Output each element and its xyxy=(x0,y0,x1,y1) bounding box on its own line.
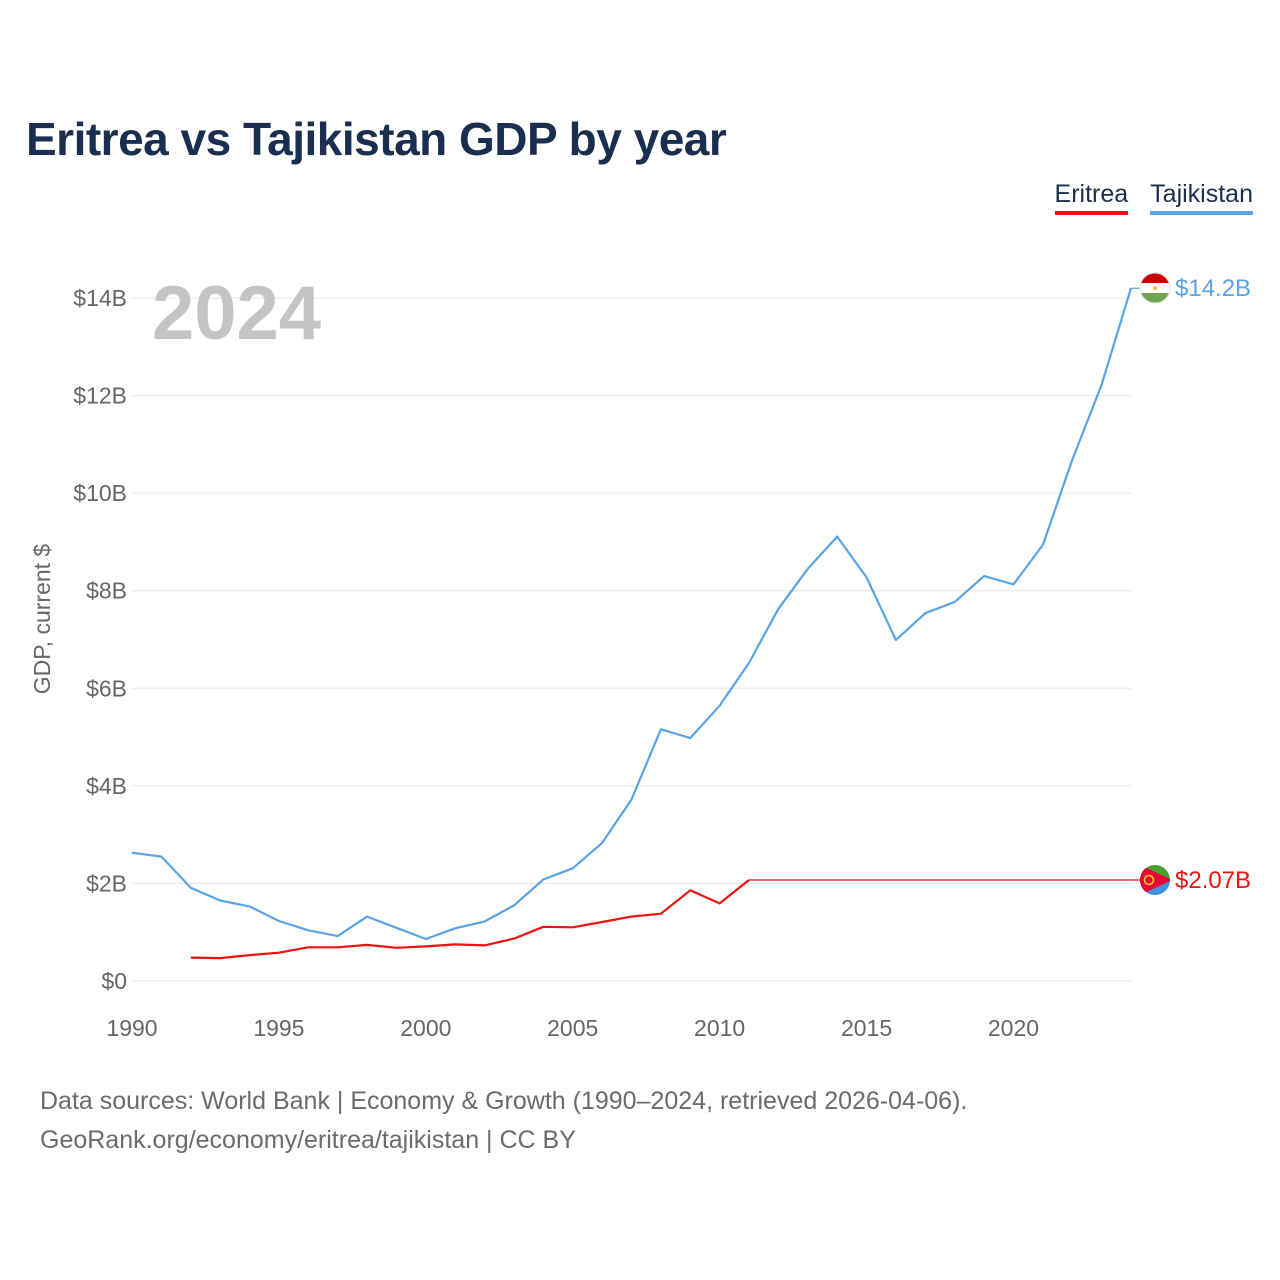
data-sources-text: Data sources: World Bank | Economy & Gro… xyxy=(40,1087,968,1115)
y-tick-label: $0 xyxy=(101,968,127,994)
series-line-eritrea xyxy=(190,879,750,960)
x-axis-ticks: 1990 1995 2000 2005 2010 2015 2020 xyxy=(106,1015,1039,1041)
x-tick-label: 1990 xyxy=(106,1015,157,1041)
x-tick-label: 1995 xyxy=(253,1015,304,1041)
y-tick-label: $12B xyxy=(73,383,127,409)
grid-lines xyxy=(132,297,1131,982)
legend: Eritrea Tajikistan xyxy=(1054,180,1253,215)
end-value-label-tajikistan: $14.2B xyxy=(1175,275,1251,302)
eritrea-flag-icon xyxy=(1140,865,1170,895)
source-url-text: GeoRank.org/economy/eritrea/tajikistan |… xyxy=(40,1126,576,1154)
x-tick-label: 2010 xyxy=(694,1015,745,1041)
chart-title: Eritrea vs Tajikistan GDP by year xyxy=(26,113,727,165)
end-labels: $14.2B $2.07B xyxy=(1175,275,1251,894)
footer: Data sources: World Bank | Economy & Gro… xyxy=(40,1082,967,1160)
y-tick-label: $10B xyxy=(73,480,127,506)
legend-item-eritrea[interactable]: Eritrea xyxy=(1054,180,1129,215)
y-axis-ticks: $0 $2B $4B $6B $8B $10B $12B $14B xyxy=(73,285,127,994)
x-tick-label: 2005 xyxy=(547,1015,598,1041)
end-value-label-eritrea: $2.07B xyxy=(1175,867,1251,894)
x-tick-label: 2015 xyxy=(841,1015,892,1041)
year-label: 2024 xyxy=(152,271,321,356)
legend-item-tajikistan[interactable]: Tajikistan xyxy=(1150,180,1253,215)
y-tick-label: $2B xyxy=(86,870,127,896)
y-axis-label: GDP, current $ xyxy=(29,544,55,695)
series-line-tajikistan xyxy=(131,287,1133,941)
series-lines xyxy=(131,287,1140,960)
tajikistan-flag-icon xyxy=(1139,272,1171,304)
x-tick-label: 2000 xyxy=(400,1015,451,1041)
gdp-line-chart: $0 $2B $4B $6B $8B $10B $12B $14B 1990 1995 2000 2… xyxy=(29,271,1251,1041)
y-tick-label: $14B xyxy=(73,285,127,311)
y-tick-label: $8B xyxy=(86,578,127,604)
x-tick-label: 2020 xyxy=(988,1015,1039,1041)
y-tick-label: $6B xyxy=(86,675,127,701)
y-tick-label: $4B xyxy=(86,773,127,799)
